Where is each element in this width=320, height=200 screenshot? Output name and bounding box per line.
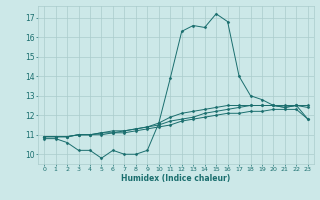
X-axis label: Humidex (Indice chaleur): Humidex (Indice chaleur) (121, 174, 231, 183)
